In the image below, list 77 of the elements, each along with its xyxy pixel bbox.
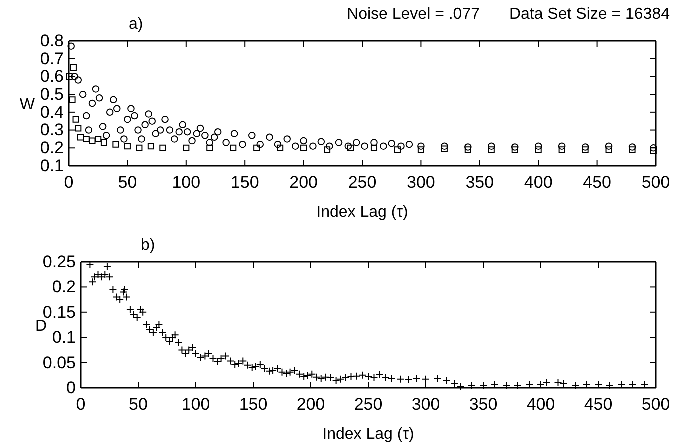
point (72, 116, 80, 123)
point (370, 144, 378, 152)
x-tick-label: 250 (354, 395, 383, 414)
point (324, 146, 331, 154)
point (160, 144, 166, 152)
x-tick-label: 500 (642, 173, 670, 192)
point (83, 136, 90, 142)
point (606, 146, 612, 154)
point (418, 146, 424, 154)
x-tick-label: 500 (642, 395, 670, 414)
y-axis-title: W (20, 96, 36, 114)
x-tick-label: 50 (129, 395, 148, 414)
x-tick-label: 300 (412, 395, 440, 414)
point (650, 148, 657, 154)
point (136, 144, 143, 152)
y-tick-label: 0.4 (40, 102, 64, 122)
x-tick-label: 350 (469, 395, 498, 414)
point (254, 144, 260, 152)
point (69, 96, 76, 104)
x-tick-label: 400 (524, 173, 553, 192)
point (488, 146, 495, 154)
point (100, 140, 108, 146)
y-tick-label: 0.6 (40, 67, 64, 86)
point (558, 146, 566, 154)
chart-title: a) (129, 16, 144, 33)
x-axis-title: Index Lag (τ) (316, 204, 408, 221)
x-tick-label: 300 (407, 173, 436, 192)
point (124, 143, 131, 150)
x-tick-label: 200 (290, 173, 318, 192)
point (77, 134, 84, 141)
x-tick-label: 200 (296, 395, 326, 414)
x-tick-label: 350 (466, 173, 494, 192)
point (66, 73, 73, 80)
y-tick-label: 0.2 (52, 278, 76, 297)
y-tick-label: 0.2 (40, 138, 64, 158)
point (277, 144, 284, 152)
point (394, 146, 401, 154)
x-tick-label: 100 (172, 173, 201, 192)
text: Data Set Size = 16384 (509, 6, 670, 23)
y-tick-label: 0.05 (42, 353, 76, 372)
point (582, 146, 589, 154)
y-tick-label: 0.3 (40, 120, 64, 140)
point (112, 141, 120, 148)
y-tick-label: 0 (66, 378, 76, 398)
y-tick-label: 0.7 (40, 49, 64, 68)
point (464, 146, 472, 154)
point (629, 146, 636, 154)
y-tick-label: 0.5 (40, 85, 64, 104)
x-tick-label: 450 (584, 395, 613, 414)
x-tick-label: 450 (583, 173, 612, 192)
point (148, 143, 154, 150)
chart-title: b) (141, 237, 156, 254)
x-tick-label: 400 (526, 395, 556, 414)
point (300, 144, 308, 152)
point (89, 138, 96, 144)
point (70, 64, 77, 72)
x-axis-title: Index Lag (τ) (322, 426, 414, 443)
point (183, 144, 190, 152)
y-tick-label: 0.1 (52, 328, 76, 348)
y-axis-title: D (35, 318, 47, 335)
text: Noise Level = .077 (347, 6, 480, 23)
y-tick-label: 0.1 (40, 156, 64, 176)
x-tick-label: 150 (230, 173, 260, 192)
point (230, 144, 237, 152)
x-tick-label: 150 (239, 395, 268, 414)
point (441, 146, 448, 152)
point (206, 144, 214, 152)
point (95, 136, 102, 142)
point (75, 125, 82, 132)
point (347, 144, 354, 152)
x-tick-label: 100 (182, 395, 210, 414)
point (512, 146, 518, 154)
x-tick-label: 50 (118, 173, 138, 192)
point (535, 146, 542, 154)
y-tick-label: 0.8 (40, 31, 64, 50)
y-tick-label: 0.25 (42, 252, 76, 272)
x-tick-label: 250 (348, 173, 377, 192)
